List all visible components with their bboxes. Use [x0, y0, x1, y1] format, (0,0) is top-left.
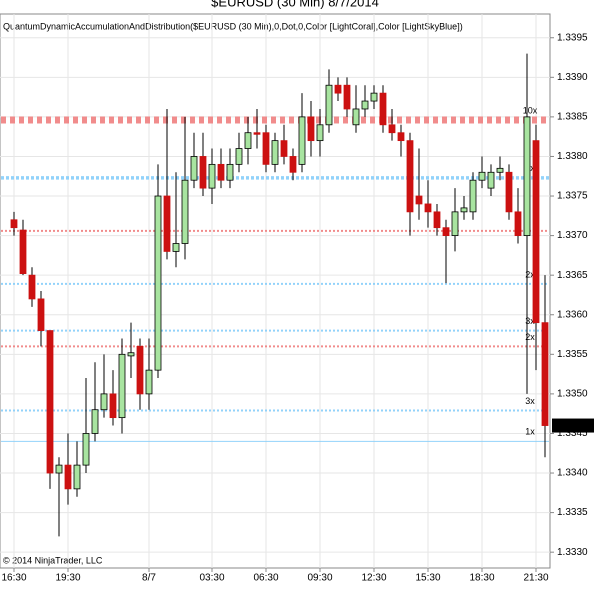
candle-body [415, 195, 423, 205]
candle-body [109, 393, 117, 419]
candle-body [532, 140, 540, 324]
chart-title: $EURUSD (30 Min) 8/7/2014 [211, 0, 379, 9]
candle-body [316, 124, 324, 142]
candle-body [397, 132, 405, 142]
level-label: 3x [525, 396, 535, 406]
candle-body [478, 171, 486, 181]
candle-body [181, 179, 189, 244]
level-label: 10x [523, 105, 538, 115]
candle-body [145, 369, 153, 395]
y-tick-label: 1.3355 [557, 349, 588, 360]
candle-body [163, 195, 171, 252]
candle-body [361, 100, 369, 110]
candle-body [118, 353, 126, 419]
candle-body [388, 124, 396, 134]
indicator-label: QuantumDynamicAccumulationAndDistributio… [3, 21, 463, 31]
candle-body [523, 116, 531, 236]
candle-body [496, 167, 504, 173]
candle-body [343, 84, 351, 110]
copyright: © 2014 NinjaTrader, LLC [3, 555, 103, 565]
candle-body [460, 207, 468, 213]
plot-frame [0, 13, 551, 569]
x-tick-label: 19:30 [55, 573, 80, 584]
candle-body [244, 132, 252, 149]
x-tick-label: 8/7 [142, 573, 156, 584]
candle-body [55, 464, 63, 474]
candle-body [451, 211, 459, 237]
candle-body [487, 171, 495, 189]
y-tick-label: 1.3330 [557, 547, 588, 558]
candle-body [73, 464, 81, 490]
candle-body [127, 352, 135, 357]
candle-body [253, 132, 261, 135]
candle-body [262, 132, 270, 165]
candle-body [514, 211, 522, 237]
candle-body [10, 219, 18, 229]
candle-body [199, 156, 207, 189]
candle-body [433, 211, 441, 229]
y-tick-label: 1.3380 [557, 151, 588, 162]
candle-body [82, 433, 90, 466]
y-tick-label: 1.3360 [557, 309, 588, 320]
candle-body [298, 116, 306, 165]
y-tick-label: 1.3340 [557, 468, 588, 479]
candle-body [541, 322, 549, 426]
candle-body [100, 393, 108, 411]
y-tick-label: 1.3385 [557, 112, 588, 123]
candle-body [442, 227, 450, 237]
y-tick-label: 1.3390 [557, 72, 588, 83]
candle-body [217, 163, 225, 181]
y-tick-label: 1.3335 [557, 507, 588, 518]
candle-body [379, 92, 387, 126]
candle-body [352, 108, 360, 126]
candle-body [28, 274, 36, 300]
candle-body [172, 243, 180, 252]
last-price-box [552, 418, 594, 433]
x-tick-label: 18:30 [469, 573, 494, 584]
candle-body [325, 84, 333, 126]
level-label: 1x [525, 427, 535, 437]
candle-body [91, 409, 99, 434]
candle-body [424, 203, 432, 213]
candle-body [370, 92, 378, 102]
x-tick-label: 15:30 [415, 573, 440, 584]
x-tick-label: 09:30 [307, 573, 332, 584]
candle-body [505, 171, 513, 213]
y-tick-label: 1.3395 [557, 32, 588, 43]
candle-body [64, 464, 72, 490]
last-price-label: 1.3346 [557, 420, 588, 431]
level-label: 2x [525, 332, 535, 342]
x-tick-label: 03:30 [199, 573, 224, 584]
x-tick-label: 06:30 [253, 573, 278, 584]
x-tick-label: 12:30 [361, 573, 386, 584]
candle-body [46, 330, 54, 474]
x-tick-label: 16:30 [1, 573, 26, 584]
y-tick-label: 1.3375 [557, 191, 588, 202]
candle-body [19, 229, 27, 274]
candle-body [208, 163, 216, 189]
level-label: 3x [525, 316, 535, 326]
candle-body [469, 179, 477, 213]
candle-body [307, 116, 315, 142]
candle-body [37, 298, 45, 331]
y-tick-label: 1.3365 [557, 270, 588, 281]
candle-body [289, 156, 297, 173]
level-label: 2x [525, 269, 535, 279]
candle-body [136, 345, 144, 395]
y-tick-label: 1.3345 [557, 428, 588, 439]
candle-body [235, 148, 243, 165]
y-tick-label: 1.3350 [557, 389, 588, 400]
candle-body [280, 140, 288, 157]
candle-body [154, 195, 162, 371]
candle-body [271, 140, 279, 165]
candle-body [406, 140, 414, 213]
candle-body [190, 156, 198, 181]
candle-body [226, 163, 234, 181]
y-tick-label: 1.3370 [557, 230, 588, 241]
candle-body [334, 84, 342, 94]
x-tick-label: 21:30 [523, 573, 548, 584]
